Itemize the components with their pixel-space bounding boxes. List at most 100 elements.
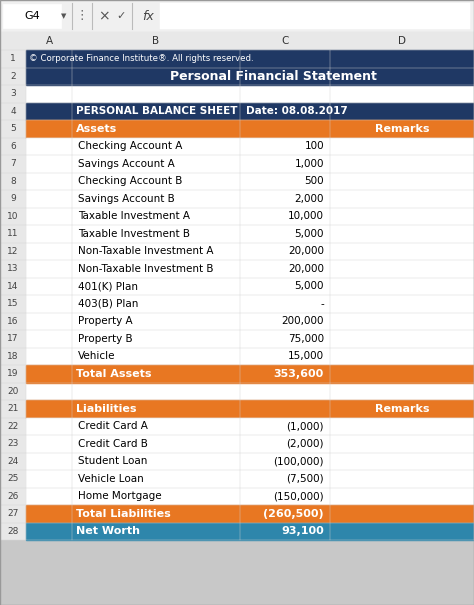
Bar (0, 382, 26, 400)
Bar (0, 137, 26, 155)
Text: 12: 12 (7, 247, 18, 256)
Bar (3, 4, 61, 28)
Bar (0, 523, 26, 540)
Bar (160, 3, 470, 29)
Text: 11: 11 (7, 229, 19, 238)
Text: C: C (281, 36, 289, 46)
Text: Assets: Assets (76, 124, 117, 134)
Text: 3: 3 (10, 90, 16, 98)
Bar (26, 68, 474, 85)
Bar (26, 453, 474, 470)
Bar (0, 172, 26, 190)
Text: 2,000: 2,000 (294, 194, 324, 204)
Text: Credit Card A: Credit Card A (78, 421, 148, 431)
Text: 26: 26 (7, 492, 18, 501)
Bar (26, 137, 474, 155)
Bar (26, 225, 474, 243)
Text: 7: 7 (10, 159, 16, 168)
Bar (26, 278, 474, 295)
Bar (26, 400, 474, 417)
Bar (0, 470, 26, 488)
Text: 8: 8 (10, 177, 16, 186)
Bar (26, 190, 474, 208)
Bar (0, 225, 26, 243)
Text: Non-Taxable Investment B: Non-Taxable Investment B (78, 264, 213, 273)
Bar (0, 505, 26, 523)
Bar (72, 32, 240, 50)
Bar (26, 470, 474, 488)
Text: D: D (398, 36, 406, 46)
Text: 403(B) Plan: 403(B) Plan (78, 299, 138, 309)
Text: 75,000: 75,000 (288, 334, 324, 344)
Text: 18: 18 (7, 352, 19, 361)
Bar (240, 32, 330, 50)
Bar (26, 382, 474, 400)
Bar (26, 523, 474, 540)
Text: Non-Taxable Investment A: Non-Taxable Investment A (78, 246, 213, 257)
Bar (26, 523, 474, 540)
Text: Savings Account A: Savings Account A (78, 159, 175, 169)
Text: Net Worth: Net Worth (76, 526, 140, 536)
Bar (26, 155, 474, 172)
Bar (26, 295, 474, 313)
Text: (1,000): (1,000) (286, 421, 324, 431)
Bar (26, 50, 474, 68)
Bar (0, 330, 26, 347)
Bar (26, 172, 474, 190)
Bar (26, 505, 474, 523)
Text: 5,000: 5,000 (294, 229, 324, 239)
Bar (26, 488, 474, 505)
Bar (26, 243, 474, 260)
Bar (0, 120, 26, 137)
Text: (260,500): (260,500) (264, 509, 324, 518)
Bar (26, 417, 474, 435)
Bar (0, 400, 26, 417)
Text: Remarks: Remarks (375, 404, 429, 414)
Text: 200,000: 200,000 (282, 316, 324, 326)
Text: G4: G4 (24, 11, 40, 21)
Bar (0, 68, 26, 85)
Bar (26, 208, 474, 225)
Text: 353,600: 353,600 (274, 369, 324, 379)
Bar (26, 137, 474, 155)
Text: 19: 19 (7, 369, 19, 378)
Text: Vehicle Loan: Vehicle Loan (78, 474, 144, 484)
Text: Taxable Investment A: Taxable Investment A (78, 211, 190, 221)
Bar (0, 243, 26, 260)
Text: 24: 24 (8, 457, 18, 466)
Bar (26, 102, 474, 120)
Text: 28: 28 (7, 527, 18, 536)
Text: 1,000: 1,000 (294, 159, 324, 169)
Text: Property B: Property B (78, 334, 133, 344)
Text: Remarks: Remarks (375, 124, 429, 134)
Text: Student Loan: Student Loan (78, 456, 147, 466)
Bar (0, 32, 474, 50)
Text: 15: 15 (7, 299, 19, 309)
Bar (26, 417, 474, 435)
Bar (26, 155, 474, 172)
Bar (26, 313, 474, 330)
Bar (0, 208, 26, 225)
Text: PERSONAL BALANCE SHEET: PERSONAL BALANCE SHEET (76, 106, 237, 116)
Bar (0, 260, 26, 278)
Text: A: A (46, 36, 53, 46)
Bar (26, 347, 474, 365)
Text: Checking Account B: Checking Account B (78, 176, 182, 186)
Text: 22: 22 (8, 422, 18, 431)
Text: 14: 14 (7, 282, 18, 291)
Bar (26, 313, 474, 330)
Text: 5: 5 (10, 124, 16, 133)
Text: B: B (153, 36, 160, 46)
Text: 1: 1 (10, 54, 16, 64)
Bar (0, 85, 26, 102)
Text: Vehicle: Vehicle (78, 352, 116, 361)
Bar (26, 488, 474, 505)
Bar (26, 32, 72, 50)
Text: 6: 6 (10, 142, 16, 151)
Text: 500: 500 (304, 176, 324, 186)
Text: ×: × (98, 9, 110, 23)
Text: 16: 16 (7, 317, 19, 325)
Bar (330, 32, 474, 50)
Text: Date: 08.08.2017: Date: 08.08.2017 (246, 106, 348, 116)
Bar (0, 313, 26, 330)
